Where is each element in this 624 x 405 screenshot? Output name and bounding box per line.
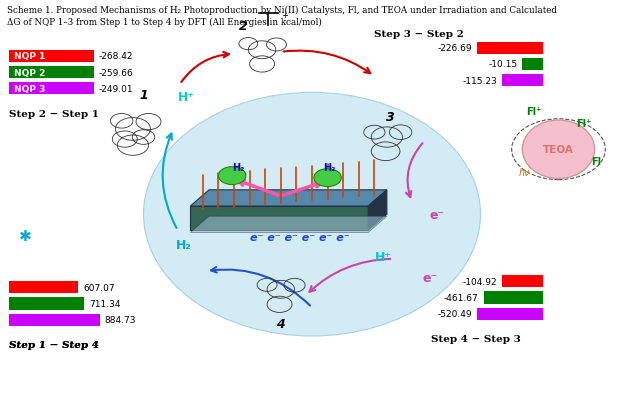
Text: TEOA: TEOA bbox=[543, 145, 574, 155]
Polygon shape bbox=[190, 207, 368, 231]
Text: NQP 1: NQP 1 bbox=[14, 52, 46, 61]
Text: 1: 1 bbox=[139, 89, 148, 102]
Text: -259.66: -259.66 bbox=[99, 68, 134, 77]
FancyBboxPatch shape bbox=[484, 292, 543, 304]
FancyBboxPatch shape bbox=[9, 51, 94, 63]
Text: 884.73: 884.73 bbox=[105, 315, 136, 324]
Text: H⁺: H⁺ bbox=[375, 251, 392, 264]
Text: ✱: ✱ bbox=[19, 228, 31, 243]
Circle shape bbox=[218, 167, 246, 185]
Text: -226.69: -226.69 bbox=[438, 44, 472, 53]
Text: H₂: H₂ bbox=[176, 239, 192, 252]
Polygon shape bbox=[190, 217, 387, 233]
Text: Fl: Fl bbox=[591, 157, 601, 167]
Text: ΔG of NQP 1–3 from Step 1 to Step 4 by DFT (All Energies in kcal/mol): ΔG of NQP 1–3 from Step 1 to Step 4 by D… bbox=[7, 18, 323, 27]
FancyBboxPatch shape bbox=[522, 59, 543, 71]
Circle shape bbox=[314, 169, 341, 187]
Text: e⁻: e⁻ bbox=[423, 271, 438, 284]
Text: H⁺: H⁺ bbox=[177, 91, 195, 104]
Text: Step 3 − Step 2: Step 3 − Step 2 bbox=[374, 30, 464, 38]
Text: -461.67: -461.67 bbox=[444, 293, 479, 302]
FancyBboxPatch shape bbox=[477, 43, 543, 55]
FancyBboxPatch shape bbox=[502, 75, 543, 87]
FancyBboxPatch shape bbox=[477, 308, 543, 320]
Text: e⁻ e⁻ e⁻ e⁻ e⁻ e⁻: e⁻ e⁻ e⁻ e⁻ e⁻ e⁻ bbox=[250, 232, 349, 242]
FancyBboxPatch shape bbox=[502, 275, 543, 288]
Text: NQP 3: NQP 3 bbox=[14, 85, 46, 94]
FancyBboxPatch shape bbox=[9, 67, 94, 79]
Polygon shape bbox=[190, 190, 387, 207]
Text: e⁻: e⁻ bbox=[429, 208, 444, 221]
FancyBboxPatch shape bbox=[9, 298, 84, 310]
Text: -104.92: -104.92 bbox=[463, 277, 497, 286]
Text: Fl⁺: Fl⁺ bbox=[576, 119, 591, 128]
Text: NQP 2: NQP 2 bbox=[14, 68, 46, 77]
Text: Step 2 − Step 1: Step 2 − Step 1 bbox=[9, 109, 99, 118]
Text: Step 1 − Step 4: Step 1 − Step 4 bbox=[9, 340, 99, 349]
Text: 4: 4 bbox=[276, 318, 285, 330]
Text: Scheme 1. Proposed Mechanisms of H₂ Photoproduction by Ni(II) Catalysts, Fl, and: Scheme 1. Proposed Mechanisms of H₂ Phot… bbox=[7, 6, 557, 15]
Text: H₂: H₂ bbox=[232, 162, 245, 172]
Text: 2: 2 bbox=[239, 20, 248, 33]
Ellipse shape bbox=[144, 93, 480, 336]
Polygon shape bbox=[368, 190, 387, 231]
Text: -520.49: -520.49 bbox=[438, 309, 472, 318]
Text: hν: hν bbox=[519, 167, 530, 177]
Text: Step 4 − Step 3: Step 4 − Step 3 bbox=[431, 334, 520, 343]
Text: +: + bbox=[281, 11, 288, 19]
Text: -115.23: -115.23 bbox=[462, 77, 497, 85]
Text: 3: 3 bbox=[386, 111, 394, 124]
FancyBboxPatch shape bbox=[9, 281, 78, 294]
Text: -10.15: -10.15 bbox=[488, 60, 517, 69]
Text: -268.42: -268.42 bbox=[99, 52, 133, 61]
Text: Fl⁺: Fl⁺ bbox=[526, 107, 541, 116]
Text: -249.01: -249.01 bbox=[99, 85, 133, 94]
Ellipse shape bbox=[522, 121, 595, 179]
Text: 607.07: 607.07 bbox=[83, 283, 115, 292]
Text: 711.34: 711.34 bbox=[89, 299, 120, 308]
FancyBboxPatch shape bbox=[9, 83, 94, 95]
Text: H₂: H₂ bbox=[323, 162, 336, 172]
Text: Step 1 − Step 4: Step 1 − Step 4 bbox=[9, 340, 99, 349]
FancyBboxPatch shape bbox=[9, 314, 100, 326]
